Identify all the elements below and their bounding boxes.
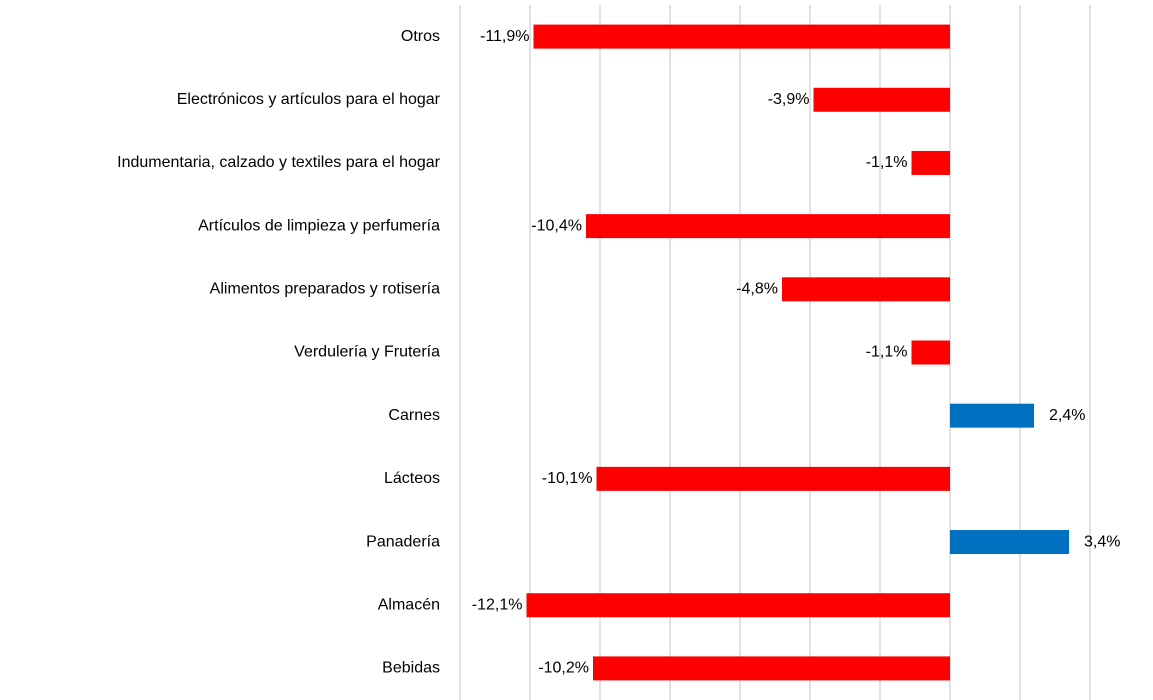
data-label: -10,2%	[538, 660, 589, 677]
bar	[596, 466, 950, 491]
data-label: -1,1%	[866, 344, 908, 361]
bar	[813, 87, 950, 112]
bar	[782, 277, 950, 302]
bar	[526, 593, 950, 618]
y-tick-label: Carnes	[388, 407, 440, 424]
y-tick-label: Verdulería y Frutería	[294, 344, 440, 361]
data-label: -10,4%	[531, 217, 582, 234]
y-tick-label: Lácteos	[384, 470, 440, 487]
y-tick-label: Indumentaria, calzado y textiles para el…	[117, 154, 441, 171]
bar	[533, 24, 950, 49]
bar	[950, 530, 1069, 555]
data-label: -12,1%	[472, 596, 523, 613]
data-label: 3,4%	[1084, 533, 1120, 550]
bar	[593, 656, 950, 681]
data-label: 2,4%	[1049, 407, 1085, 424]
data-label: -11,9%	[480, 28, 530, 45]
data-label: -3,9%	[768, 91, 810, 108]
y-tick-label: Electrónicos y artículos para el hogar	[177, 91, 441, 108]
y-tick-label: Otros	[401, 28, 440, 45]
bar	[911, 340, 950, 365]
bar	[950, 403, 1034, 428]
bar	[911, 150, 950, 175]
y-tick-label: Almacén	[378, 596, 440, 613]
y-tick-label: Bebidas	[382, 660, 440, 677]
data-label: -1,1%	[866, 154, 908, 171]
y-tick-label: Panadería	[366, 533, 440, 550]
data-label: -10,1%	[542, 470, 593, 487]
y-tick-label: Artículos de limpieza y perfumería	[198, 217, 440, 234]
data-label: -4,8%	[736, 281, 778, 298]
y-tick-label: Alimentos preparados y rotisería	[210, 281, 440, 298]
bar	[586, 214, 950, 239]
